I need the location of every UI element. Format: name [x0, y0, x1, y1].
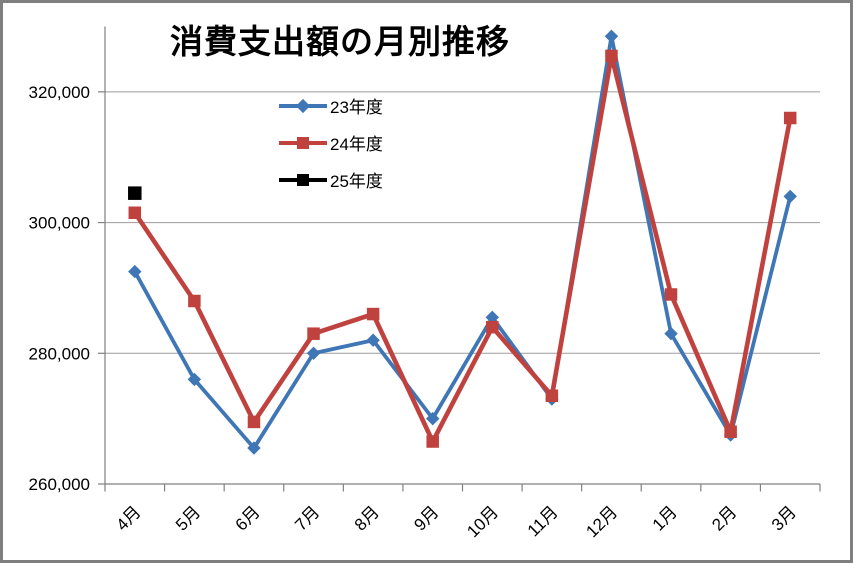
y-tick-label: 260,000 [29, 475, 90, 494]
legend: 23年度 24年度 25年度 [279, 87, 383, 198]
x-tick-label: 11月 [524, 502, 562, 540]
legend-diamond-marker-icon [279, 98, 327, 114]
data-point-24年度-3月 [783, 111, 797, 125]
data-point-23年度-9月 [425, 411, 440, 426]
legend-square-icon [297, 173, 309, 186]
x-tick-label: 6月 [232, 502, 264, 534]
data-point-23年度-12月 [604, 29, 619, 44]
data-point-23年度-3月 [783, 189, 797, 204]
x-tick-label: 5月 [172, 502, 204, 534]
data-point-24年度-9月 [426, 435, 439, 448]
legend-label: 24年度 [330, 135, 383, 154]
x-tick-label: 9月 [410, 502, 442, 534]
series-line-23年度 [132, 34, 793, 450]
y-tick-label: 320,000 [29, 83, 90, 102]
legend-square-icon [297, 136, 309, 149]
data-point-23年度-7月 [306, 346, 321, 361]
chart-plot-svg: 260,000 280,000 300,000 320,000 4月 5月 6月 7月 8月 9月… [29, 26, 821, 541]
legend-item-23: 23年度 [279, 87, 383, 124]
x-tick-label: 4月 [112, 502, 144, 534]
data-point-24年度-12月 [605, 49, 618, 63]
data-point-24年度-5月 [188, 294, 201, 308]
legend-square-marker-icon [279, 172, 327, 188]
y-tick-label: 280,000 [29, 344, 90, 363]
data-point-23年度-1月 [664, 326, 678, 341]
y-tick-label: 300,000 [29, 214, 90, 233]
legend-diamond-icon [295, 98, 311, 113]
series-line-24年度 [132, 53, 793, 444]
data-point-24年度-2月 [724, 425, 737, 438]
x-tick-label: 3月 [768, 502, 800, 534]
x-tick-label: 7月 [291, 502, 323, 534]
legend-square-marker-icon [279, 135, 327, 151]
data-point-24年度-7月 [307, 327, 320, 340]
x-tick-label: 12月 [582, 502, 621, 541]
x-tick-label: 1月 [649, 502, 681, 534]
data-point-23年度-8月 [366, 333, 380, 347]
data-point-25年度-4月 [128, 186, 142, 200]
x-tick-label: 10月 [463, 502, 502, 541]
x-tick-label: 8月 [351, 502, 383, 534]
x-tick-label: 2月 [708, 502, 740, 534]
data-point-24年度-10月 [486, 320, 499, 334]
data-point-24年度-11月 [545, 389, 559, 403]
legend-label: 23年度 [330, 98, 383, 117]
data-point-24年度-6月 [247, 415, 261, 429]
legend-label: 25年度 [330, 172, 383, 191]
data-point-24年度-8月 [366, 307, 380, 321]
data-point-24年度-4月 [128, 206, 142, 220]
data-point-24年度-1月 [664, 288, 678, 301]
chart-title: 消費支出額の月別推移 [170, 23, 510, 60]
data-point-23年度-10月 [485, 310, 500, 325]
legend-item-24: 24年度 [279, 124, 383, 161]
legend-item-25: 25年度 [279, 161, 383, 198]
